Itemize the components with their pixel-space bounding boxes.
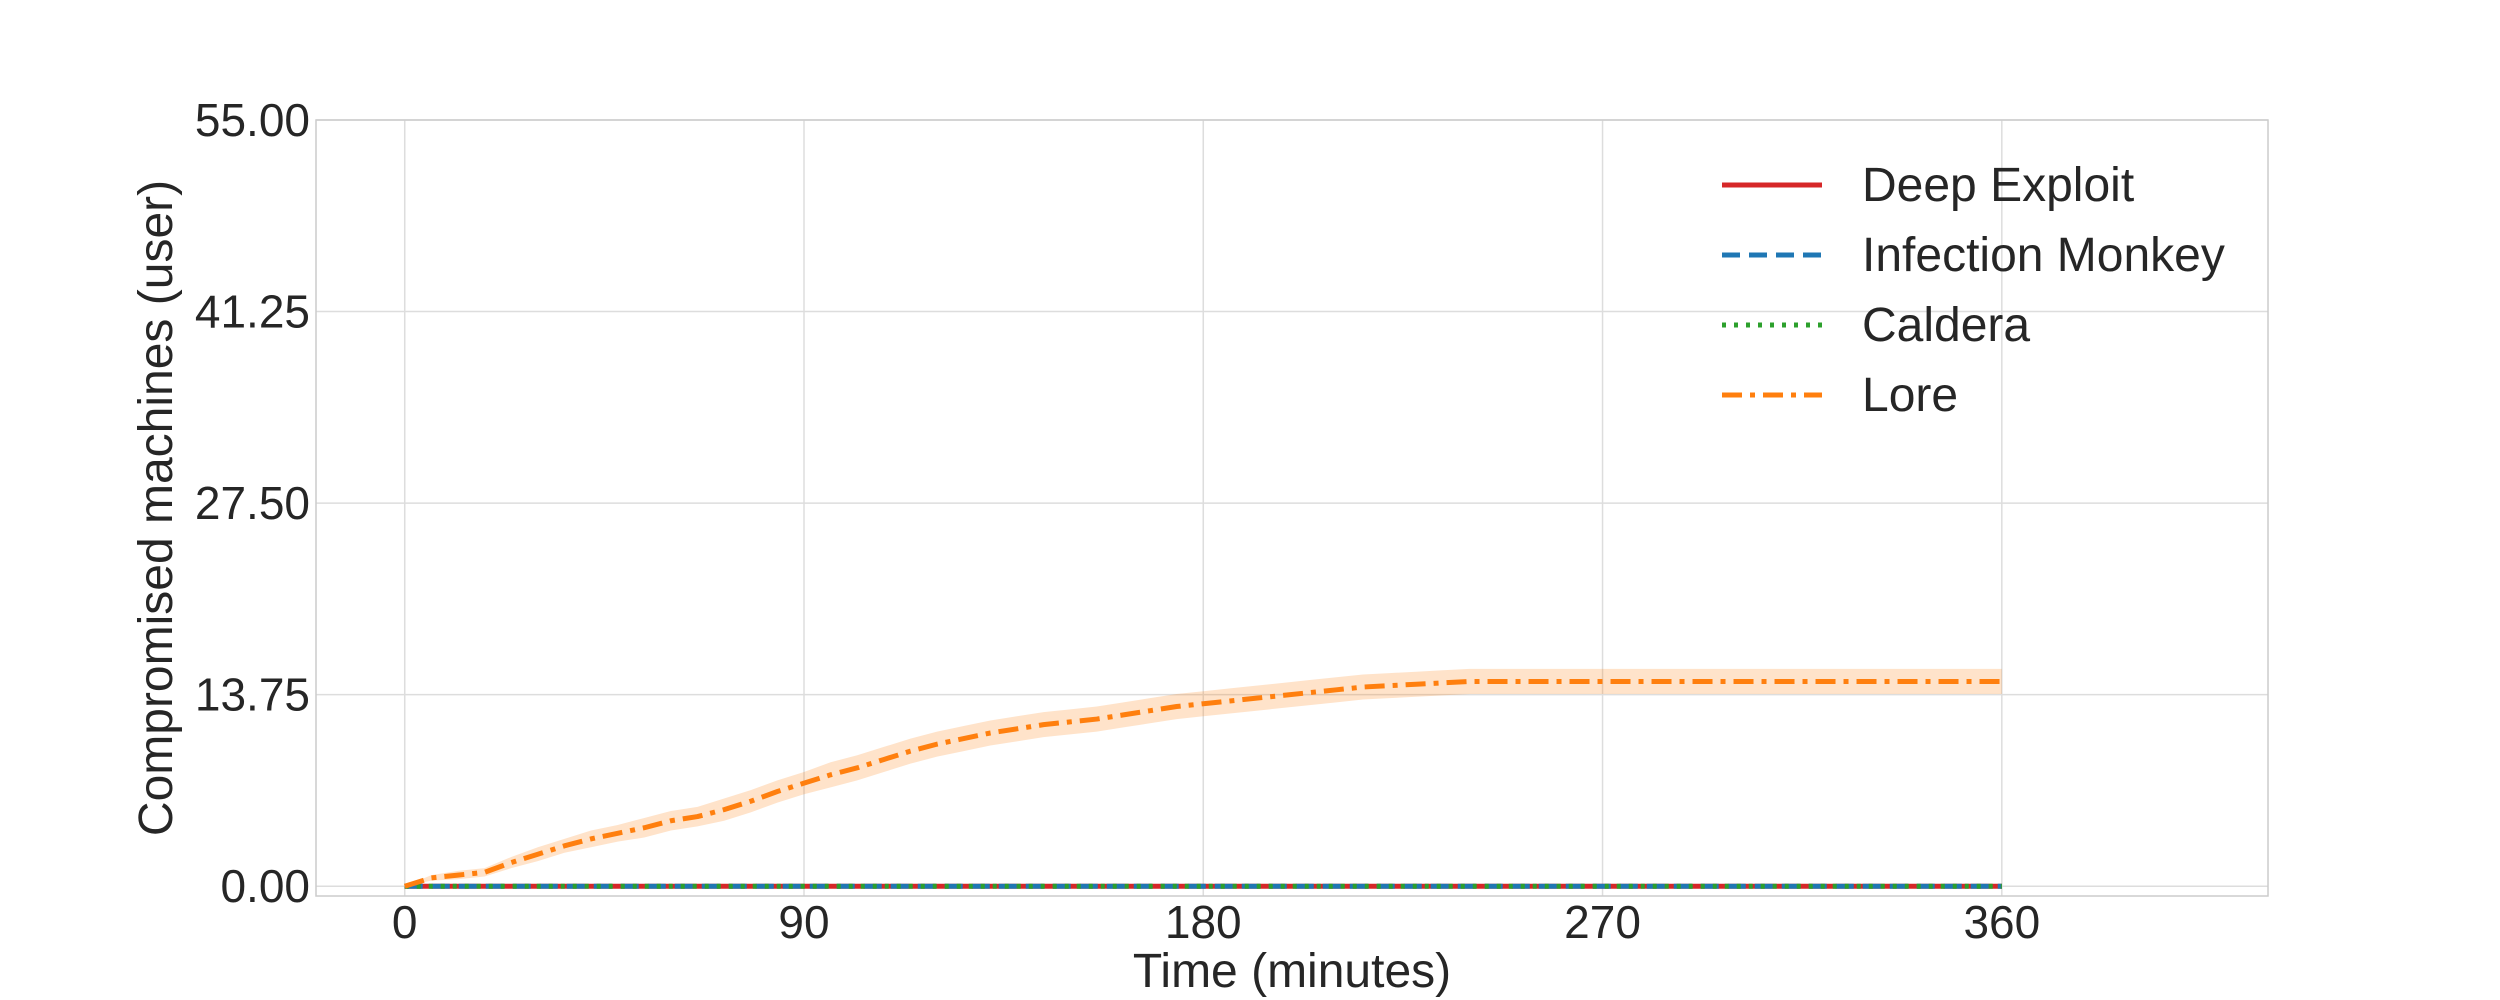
series-band-lore [404, 668, 2002, 887]
y-tick-label: 55.00 [195, 94, 310, 146]
series-line-lore [403, 678, 2002, 889]
plot-frame [315, 119, 2269, 897]
y-tick-label: 41.25 [195, 286, 310, 338]
x-axis-ticks: 0 90 180 270 360 [392, 896, 2040, 948]
y-tick-label: 13.75 [195, 669, 310, 721]
y-axis-ticks: 0.00 13.75 27.50 41.25 55.00 [195, 94, 310, 912]
legend-label-caldera: Caldera [1862, 299, 2030, 352]
x-tick-label: 360 [1963, 896, 2040, 948]
legend-label-lore: Lore [1862, 369, 1958, 422]
x-tick-label: 180 [1165, 896, 1242, 948]
legend: Deep Exploit Infection Monkey Caldera Lore [1722, 159, 2225, 422]
confidence-bands [404, 668, 2002, 887]
x-tick-label: 90 [778, 896, 829, 948]
x-axis-label: Time (minutes) [1133, 945, 1451, 998]
legend-label-deep-exploit: Deep Exploit [1862, 159, 2134, 212]
y-tick-label: 0.00 [220, 860, 310, 912]
y-tick-label: 27.50 [195, 477, 310, 529]
legend-label-infection-monkey: Infection Monkey [1862, 229, 2225, 282]
x-tick-label: 0 [392, 896, 418, 948]
series-lines [403, 678, 2002, 889]
y-axis-label: Compromised machines (user) [130, 180, 183, 836]
x-tick-label: 270 [1564, 896, 1641, 948]
